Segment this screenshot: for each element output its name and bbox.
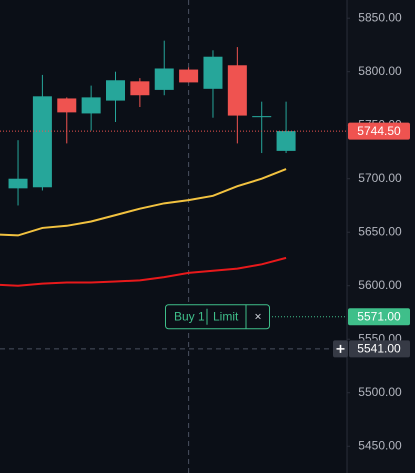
candle-body xyxy=(8,178,28,189)
crosshair-price-label: 5541.00 xyxy=(357,342,401,356)
candle-body xyxy=(203,56,223,89)
plus-icon xyxy=(336,344,345,353)
candle-body xyxy=(252,116,272,118)
y-tick-label: 5850.00 xyxy=(358,10,402,24)
crosshair-price-box xyxy=(349,340,410,358)
axis-labels: 5850.005800.005750.005700.005650.005600.… xyxy=(347,10,402,452)
candle-body xyxy=(106,80,126,101)
y-tick-label: 5600.00 xyxy=(358,278,402,292)
last-price-box xyxy=(348,122,410,140)
y-tick-label: 5500.00 xyxy=(358,385,402,399)
order-kind: Limit xyxy=(213,309,239,323)
candle-body xyxy=(276,131,296,151)
order-price-label: 5571.00 xyxy=(357,309,401,323)
order-price-box xyxy=(348,308,410,326)
candle-body xyxy=(227,65,247,116)
candle-body xyxy=(32,96,52,188)
order-side: Buy 1 xyxy=(174,309,205,323)
candle-body xyxy=(154,68,174,90)
last-price-label: 5744.50 xyxy=(357,124,401,138)
y-tick-label: 5700.00 xyxy=(358,171,402,185)
y-tick-label: 5650.00 xyxy=(358,224,402,238)
plot xyxy=(0,0,347,473)
candle-body xyxy=(57,98,77,113)
moving-average-line xyxy=(0,168,287,237)
price-axis xyxy=(347,0,415,473)
candle-body xyxy=(130,81,150,96)
candle-body xyxy=(179,69,199,83)
overlay: 5744.50 Buy 1 Limit × 5571.00 5541.00 xyxy=(165,122,410,358)
moving-average-line xyxy=(0,256,287,287)
order-cancel[interactable]: × xyxy=(254,309,261,323)
y-tick-label: 5800.00 xyxy=(358,64,402,78)
candle-body xyxy=(81,97,101,114)
y-tick-label: 5450.00 xyxy=(358,438,402,452)
order-widget[interactable] xyxy=(165,304,270,330)
